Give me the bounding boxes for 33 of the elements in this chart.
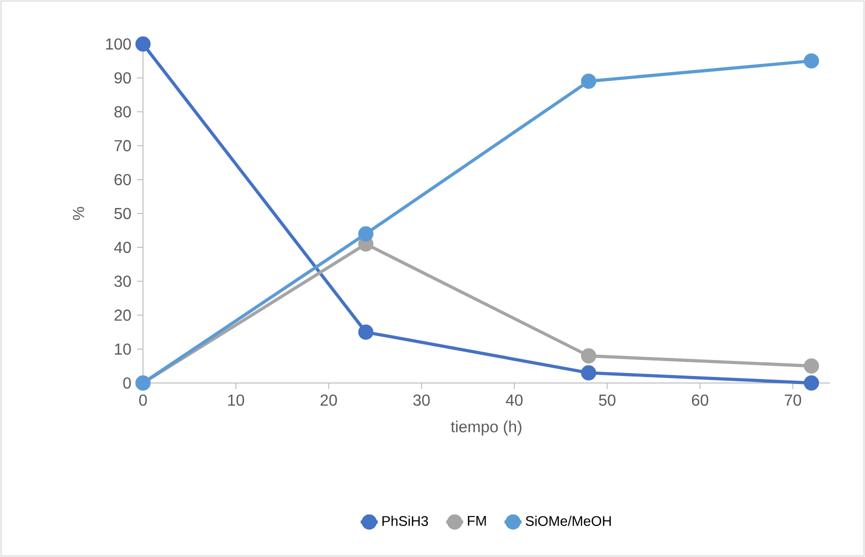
x-tick-label: 70 <box>784 394 802 406</box>
legend-label: PhSiH3 <box>382 516 428 526</box>
x-axis-title: tiempo (h) <box>450 420 522 436</box>
x-tick-label: 50 <box>598 394 616 406</box>
point <box>358 324 374 340</box>
point <box>804 375 820 391</box>
y-tick-label: 70 <box>114 140 131 152</box>
x-tick-label: 10 <box>228 394 244 406</box>
y-tick-label: 60 <box>114 174 131 186</box>
x-tick-label: 0 <box>139 394 147 406</box>
legend-label: SiOMe/MeOH <box>526 516 611 526</box>
point <box>358 226 374 242</box>
x-tick-label: 30 <box>413 394 430 406</box>
x-tick-label: 20 <box>320 394 337 406</box>
y-axis-title: % <box>72 206 84 220</box>
y-tick-label: 100 <box>106 38 131 50</box>
y-tick-label: 80 <box>114 106 131 118</box>
y-tick-label: 10 <box>114 343 131 355</box>
legend-label: FM <box>468 516 486 526</box>
point <box>135 36 151 52</box>
x-tick-label: 40 <box>506 394 523 406</box>
point <box>804 53 820 69</box>
y-tick-label: 20 <box>114 310 131 321</box>
point <box>804 358 820 374</box>
point <box>581 74 596 89</box>
x-tick-label: 60 <box>692 394 708 406</box>
point <box>581 348 596 364</box>
y-tick-label: 30 <box>114 276 131 287</box>
y-tick-label: 40 <box>114 242 131 254</box>
point <box>581 365 596 380</box>
y-tick-label: 90 <box>114 72 131 84</box>
y-tick-label: 50 <box>114 208 131 220</box>
y-tick-label: 0 <box>123 377 131 389</box>
